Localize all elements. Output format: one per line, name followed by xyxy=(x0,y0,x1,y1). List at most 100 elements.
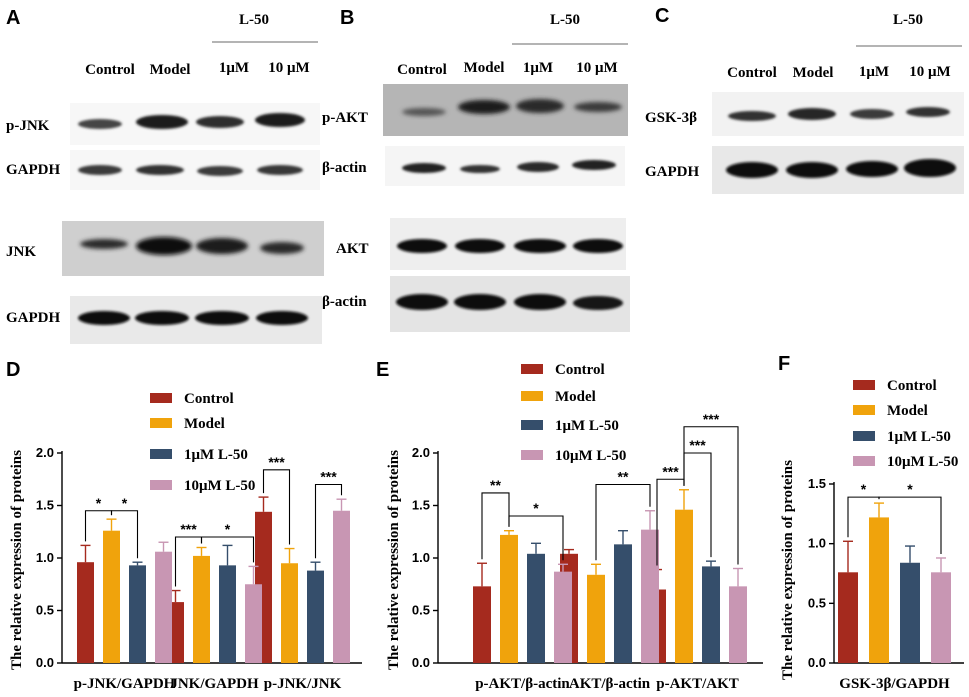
bar xyxy=(527,553,545,663)
group-label-a: L-50 xyxy=(239,12,269,28)
lane-label-b-2: 1μM xyxy=(523,60,553,76)
significance-label: * xyxy=(861,481,867,497)
significance-label: *** xyxy=(689,437,706,453)
legend-swatch xyxy=(150,449,172,459)
legend-label: 10μM L-50 xyxy=(555,448,626,464)
legend-label: Control xyxy=(184,391,234,407)
legend-swatch xyxy=(853,380,875,390)
chart-f: The relative expression of proteins 0.0 0.… xyxy=(780,378,964,692)
lane-label-c-2: 1μM xyxy=(859,64,889,80)
significance-label: * xyxy=(96,495,102,511)
y-tick-label: 0.0 xyxy=(36,655,54,670)
bar xyxy=(702,566,720,663)
lane-label-b-1: Model xyxy=(464,60,505,76)
bar xyxy=(281,563,298,663)
significance-label: ** xyxy=(618,469,629,485)
panel-label-c: C xyxy=(655,5,669,27)
lane-label-a-1: Model xyxy=(150,62,191,78)
legend-label: 1μM L-50 xyxy=(887,429,951,445)
group-label-b: L-50 xyxy=(550,12,580,28)
significance-label: *** xyxy=(180,521,197,537)
bar xyxy=(931,572,951,663)
bar xyxy=(641,529,659,663)
panel-label-a: A xyxy=(6,7,20,29)
blot-a-row-2 xyxy=(62,221,324,276)
y-axis-label: The relative expression of proteins xyxy=(780,460,796,680)
bar xyxy=(675,509,693,663)
category-label: p-JNK/GAPDH xyxy=(74,676,176,692)
y-tick-label: 0.5 xyxy=(412,603,430,618)
blot-a-row-0 xyxy=(70,103,320,145)
panel-label-e: E xyxy=(376,359,389,381)
legend-label: Model xyxy=(555,389,596,405)
y-tick-label: 0.0 xyxy=(808,655,826,670)
significance-label: *** xyxy=(268,454,285,470)
lane-label-a-0: Control xyxy=(85,62,135,78)
bar xyxy=(77,562,94,663)
significance-bracket xyxy=(200,536,255,563)
bar xyxy=(245,584,262,663)
y-tick-label: 1.0 xyxy=(412,550,430,565)
legend-swatch xyxy=(853,431,875,441)
legend-swatch xyxy=(521,420,543,430)
bar xyxy=(838,572,858,663)
row-label-c-0: GSK-3β xyxy=(645,110,697,126)
legend-label: Model xyxy=(184,416,225,432)
significance-label: * xyxy=(907,481,913,497)
significance-label: *** xyxy=(320,469,337,485)
y-tick-label: 1.5 xyxy=(808,476,826,491)
row-label-b-3: β-actin xyxy=(322,294,367,310)
significance-bracket xyxy=(481,492,510,560)
legend-swatch xyxy=(521,364,543,374)
lane-label-a-2: 1μM xyxy=(219,60,249,76)
legend-swatch xyxy=(150,480,172,490)
category-label: JNK/GAPDH xyxy=(170,676,259,692)
significance-bracket xyxy=(508,515,564,561)
lane-label-c-0: Control xyxy=(727,65,777,81)
blot-b-row-0 xyxy=(383,84,628,136)
legend-label: Control xyxy=(887,378,937,394)
legend-swatch xyxy=(150,418,172,428)
legend-label: 10μM L-50 xyxy=(184,478,255,494)
significance-label: * xyxy=(533,500,539,516)
bar xyxy=(587,574,605,663)
category-label: p-AKT/AKT xyxy=(656,676,739,692)
row-label-b-0: p-AKT xyxy=(322,110,368,126)
lane-label-b-0: Control xyxy=(397,62,447,78)
bar xyxy=(729,586,747,663)
significance-label: * xyxy=(122,495,128,511)
lane-label-a-3: 10 μM xyxy=(268,60,309,76)
blot-c-row-0 xyxy=(712,92,964,136)
y-tick-label: 0.5 xyxy=(36,603,54,618)
y-tick-label: 1.0 xyxy=(36,550,54,565)
legend-label: 1μM L-50 xyxy=(555,418,619,434)
y-axis-label: The relative expression of proteins xyxy=(386,450,402,670)
panel-label-d: D xyxy=(6,359,20,381)
lane-label-c-1: Model xyxy=(793,65,834,81)
significance-bracket xyxy=(683,426,739,565)
row-label-a-1: GAPDH xyxy=(6,162,60,178)
blot-b-row-2 xyxy=(390,218,626,270)
legend-swatch xyxy=(521,450,543,460)
lane-label-b-3: 10 μM xyxy=(576,60,617,76)
blot-c-row-1 xyxy=(712,146,964,194)
blot-b-row-1 xyxy=(385,146,625,186)
category-label: GSK-3β/GAPDH xyxy=(839,676,950,692)
y-tick-label: 2.0 xyxy=(36,445,54,460)
chart-e: The relative expression of proteins 0.0 0.… xyxy=(386,362,763,692)
chart-d: The relative expression of proteins 0.0 0.… xyxy=(9,391,362,692)
panel-label-f: F xyxy=(778,353,790,375)
legend-swatch xyxy=(853,456,875,466)
bar xyxy=(307,570,324,663)
significance-label: ** xyxy=(490,477,501,493)
bar xyxy=(193,555,210,663)
y-tick-label: 1.5 xyxy=(412,498,430,513)
significance-label: *** xyxy=(662,463,679,479)
bar xyxy=(614,544,632,663)
row-label-a-3: GAPDH xyxy=(6,310,60,326)
lane-label-c-3: 10 μM xyxy=(909,64,950,80)
category-label: AKT/β-actin xyxy=(569,676,651,692)
y-tick-label: 0.5 xyxy=(808,595,826,610)
bar xyxy=(554,571,572,663)
